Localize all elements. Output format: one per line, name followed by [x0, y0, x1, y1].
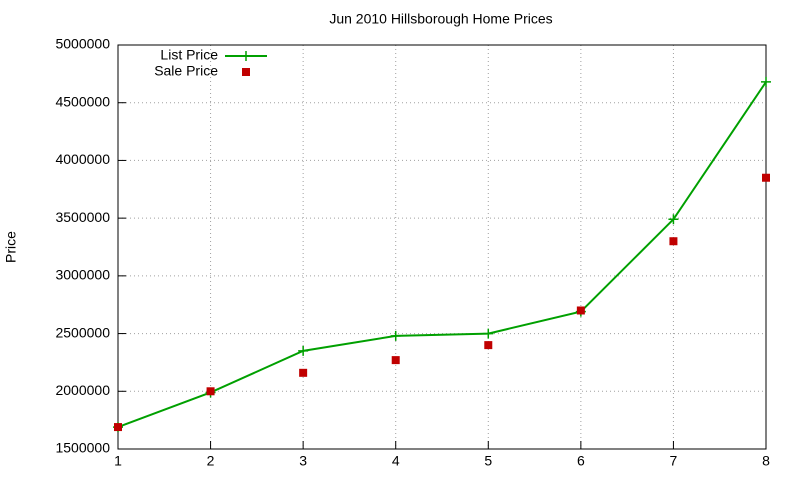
- x-tick-label: 8: [762, 453, 770, 469]
- legend-label: Sale Price: [154, 63, 218, 79]
- x-tick-label: 6: [577, 453, 585, 469]
- y-tick-label: 1500000: [55, 440, 110, 456]
- y-tick-label: 3500000: [55, 209, 110, 225]
- data-point: [390, 330, 401, 341]
- y-tick-label: 2000000: [55, 382, 110, 398]
- x-tick-label: 7: [670, 453, 678, 469]
- y-tick-label: 5000000: [55, 36, 110, 52]
- data-point: [206, 387, 215, 396]
- legend-marker: [242, 68, 250, 76]
- data-point: [484, 341, 493, 350]
- y-tick-label: 4500000: [55, 93, 110, 109]
- y-tick-label: 2500000: [55, 324, 110, 340]
- data-point: [669, 237, 678, 246]
- x-tick-label: 4: [392, 453, 400, 469]
- data-point: [761, 76, 771, 87]
- legend-marker: [241, 51, 251, 61]
- x-tick-label: 1: [114, 453, 122, 469]
- data-point: [576, 306, 585, 315]
- series-line: [117, 81, 767, 429]
- x-tick-label: 3: [299, 453, 307, 469]
- y-tick-label: 3000000: [55, 267, 110, 283]
- data-point: [298, 345, 309, 356]
- legend-label: List Price: [160, 47, 218, 63]
- data-point: [483, 328, 494, 339]
- data-point: [299, 368, 308, 377]
- x-tick-label: 2: [207, 453, 215, 469]
- plot-border: [117, 44, 767, 450]
- y-tick-label: 4000000: [55, 151, 110, 167]
- data-point: [668, 214, 679, 225]
- data-point: [762, 173, 770, 182]
- data-point: [391, 356, 400, 365]
- chart-title: Jun 2010 Hillsborough Home Prices: [329, 11, 552, 27]
- x-tick-label: 5: [484, 453, 492, 469]
- y-axis-label: Price: [3, 231, 19, 263]
- data-point: [114, 423, 122, 432]
